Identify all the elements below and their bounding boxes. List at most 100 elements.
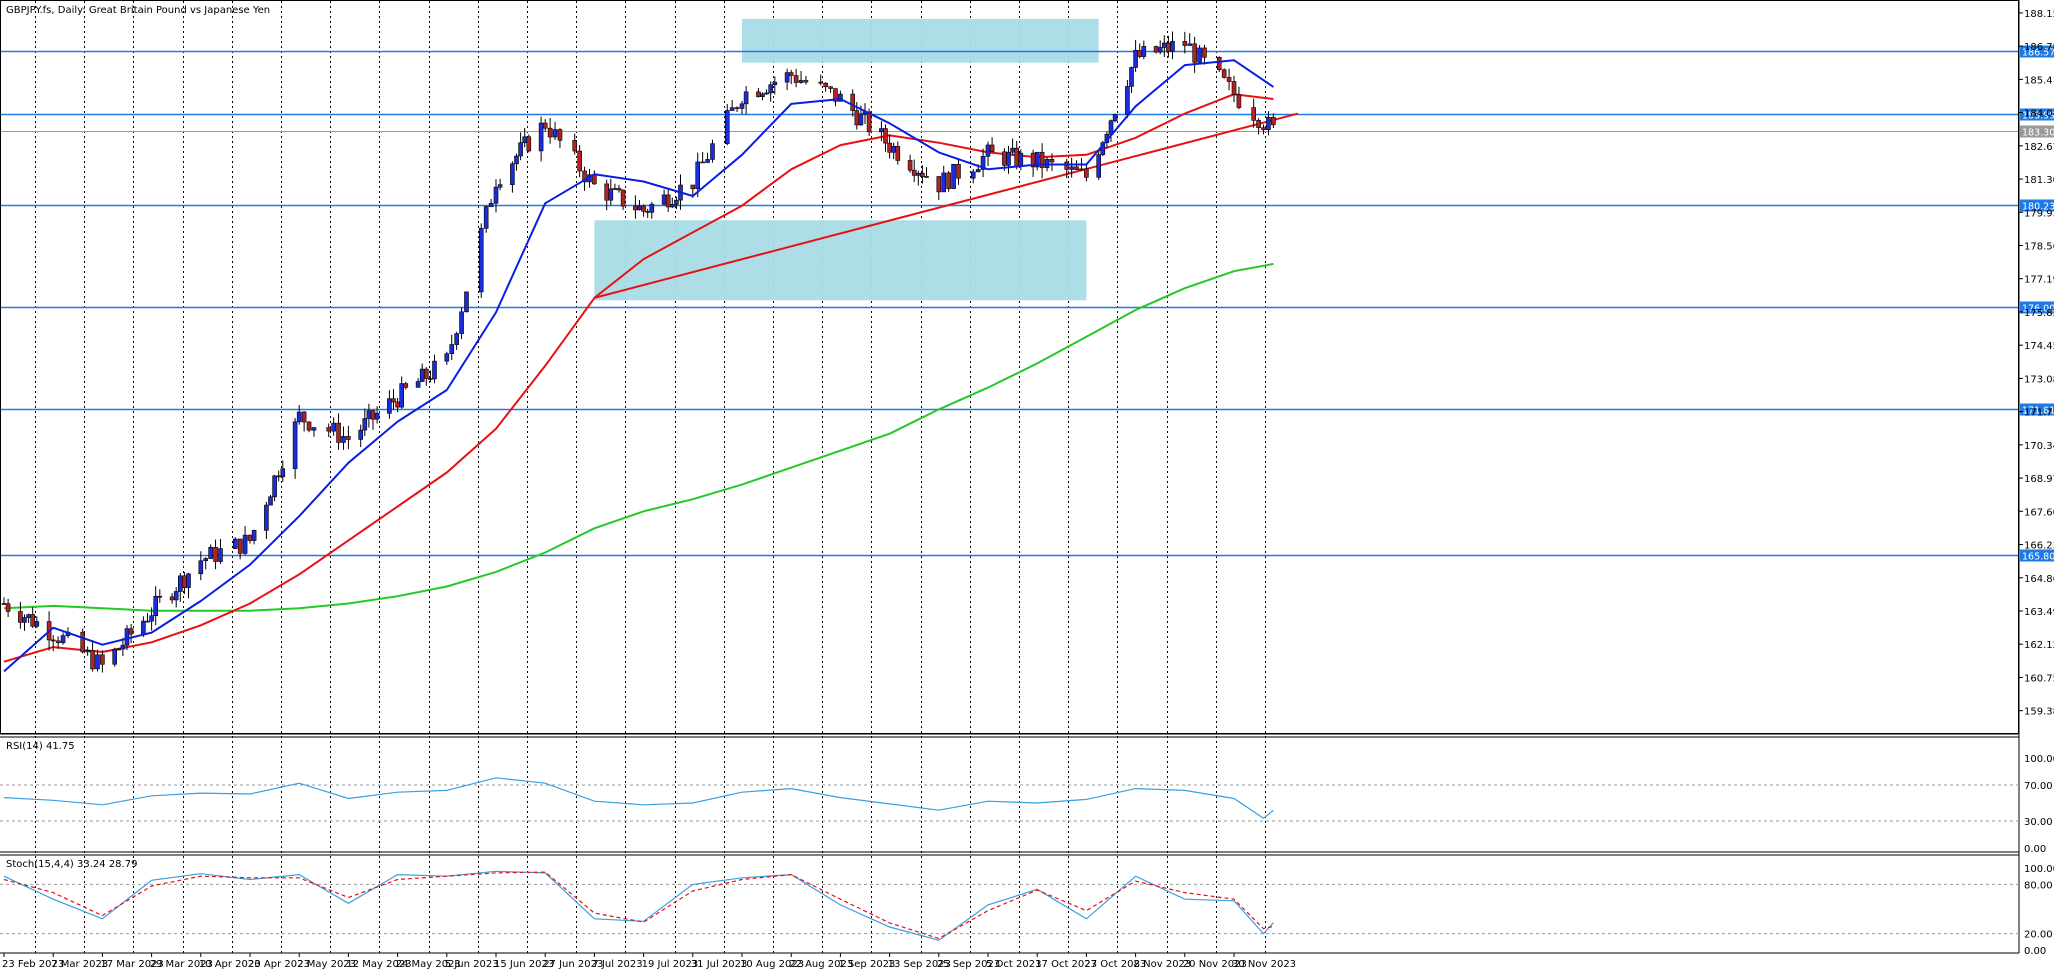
candle-body (301, 411, 307, 423)
candle-body (50, 639, 56, 642)
candle-body (419, 368, 425, 382)
candle-body (1039, 151, 1045, 168)
candle-body (5, 603, 11, 612)
rsi-panel: 100.00 70.00 30.00 0.00 (0, 754, 2054, 855)
candle-body (665, 194, 671, 208)
candle-body (1010, 147, 1015, 153)
price-tick-label: 164.860 (2024, 574, 2054, 585)
candle-body (1221, 69, 1227, 78)
price-tick-label: 168.970 (2024, 474, 2054, 485)
date-label: 7 Mar 2023 (51, 959, 108, 970)
date-label: 20 Apr 2023 (248, 959, 310, 970)
candle-body (264, 504, 269, 531)
candle-body (358, 429, 364, 440)
rsi-line (3, 777, 1274, 820)
candle-body (1079, 168, 1084, 171)
date-label: 23 Feb 2023 (2, 959, 64, 970)
date-label: 20 Nov 2023 (1183, 959, 1247, 970)
price-tick-label: 178.560 (2024, 241, 2054, 252)
level-tag (2020, 403, 2054, 416)
candle-body (30, 614, 36, 627)
candle-body (1044, 158, 1050, 168)
sma-mid-line (3, 93, 1274, 663)
candle-body (690, 184, 696, 190)
candle-body (213, 546, 218, 562)
candle-body (90, 650, 95, 670)
candle-body (633, 205, 638, 211)
price-tick-label: 163.490 (2024, 607, 2054, 618)
price-tick-label: 181.300 (2024, 175, 2054, 186)
candle-body (674, 199, 679, 205)
price-tick-label: 173.080 (2024, 374, 2054, 385)
candle-body (483, 206, 489, 229)
candle-body (818, 81, 824, 84)
candle-body (449, 344, 455, 355)
candle-body (55, 640, 61, 644)
stoch-tick-label: 100.00 (2024, 864, 2054, 875)
candle-body (798, 80, 804, 83)
candle-body (970, 171, 976, 179)
candle-body (1084, 168, 1089, 178)
candle-body (1251, 107, 1256, 121)
candle-body (768, 84, 774, 94)
candle-body (514, 155, 519, 165)
horizontal-levels[interactable] (0, 50, 2019, 557)
candle-body (989, 144, 995, 153)
candle-body (1069, 166, 1074, 170)
candle-body (547, 127, 553, 138)
candle-body (1018, 152, 1024, 167)
candle-body (510, 163, 515, 185)
trendline-line[interactable] (594, 112, 1299, 299)
date-label: 30 Nov 2023 (1232, 959, 1296, 970)
candle-body (292, 421, 298, 469)
candle-body (251, 530, 257, 541)
candle-body (128, 628, 134, 635)
candle-body (387, 398, 392, 414)
candle-body (1216, 57, 1222, 71)
candle-body (883, 128, 888, 144)
candle-body (828, 86, 833, 89)
rsi-tick-label: 100.00 (2024, 754, 2054, 765)
candle-body (336, 422, 341, 443)
candle-body (306, 421, 312, 431)
date-label: 15 Jun 2023 (494, 959, 554, 970)
candle-body (403, 383, 409, 388)
price-tick-label: 167.600 (2024, 507, 2054, 518)
candle-body (936, 176, 942, 193)
rsi-tick-label: 0.00 (2024, 844, 2046, 855)
candle-body (772, 81, 778, 86)
candle-body (833, 88, 838, 102)
candle-body (784, 72, 790, 83)
candle-body (366, 410, 372, 419)
candle-body (331, 422, 336, 432)
candle-body (80, 631, 86, 653)
price-tick-label: 175.820 (2024, 308, 2054, 319)
date-label: 25 Sep 2023 (937, 959, 1000, 970)
candle-body (1192, 43, 1197, 63)
candle-body (242, 534, 248, 554)
vertical-grid (35, 1, 1266, 953)
candle-body (488, 202, 494, 207)
candle-body (518, 142, 523, 157)
candle-body (887, 142, 892, 153)
price-zone (742, 18, 1099, 63)
level-label: 180.238 (2022, 202, 2054, 213)
candle-body (1153, 46, 1159, 53)
candle-body (112, 648, 117, 665)
candle-body (173, 591, 179, 601)
candle-body (620, 189, 626, 207)
candle-body (577, 150, 582, 172)
candle-body (1112, 114, 1118, 121)
candle-body (1125, 86, 1130, 115)
candle-body (198, 560, 204, 575)
candle-body (743, 91, 749, 105)
date-label: 13 Sep 2023 (888, 959, 951, 970)
candle-body (1182, 41, 1188, 46)
price-tick-label: 177.190 (2024, 275, 2054, 286)
price-tick-label: 186.780 (2024, 42, 2054, 53)
rising-trendline[interactable] (594, 112, 1299, 299)
date-label: 2 May 2023 (297, 959, 356, 970)
candle-body (608, 188, 614, 201)
chart-title: GBPJPY.fs, Daily: Great Britain Pound vs… (6, 5, 270, 16)
